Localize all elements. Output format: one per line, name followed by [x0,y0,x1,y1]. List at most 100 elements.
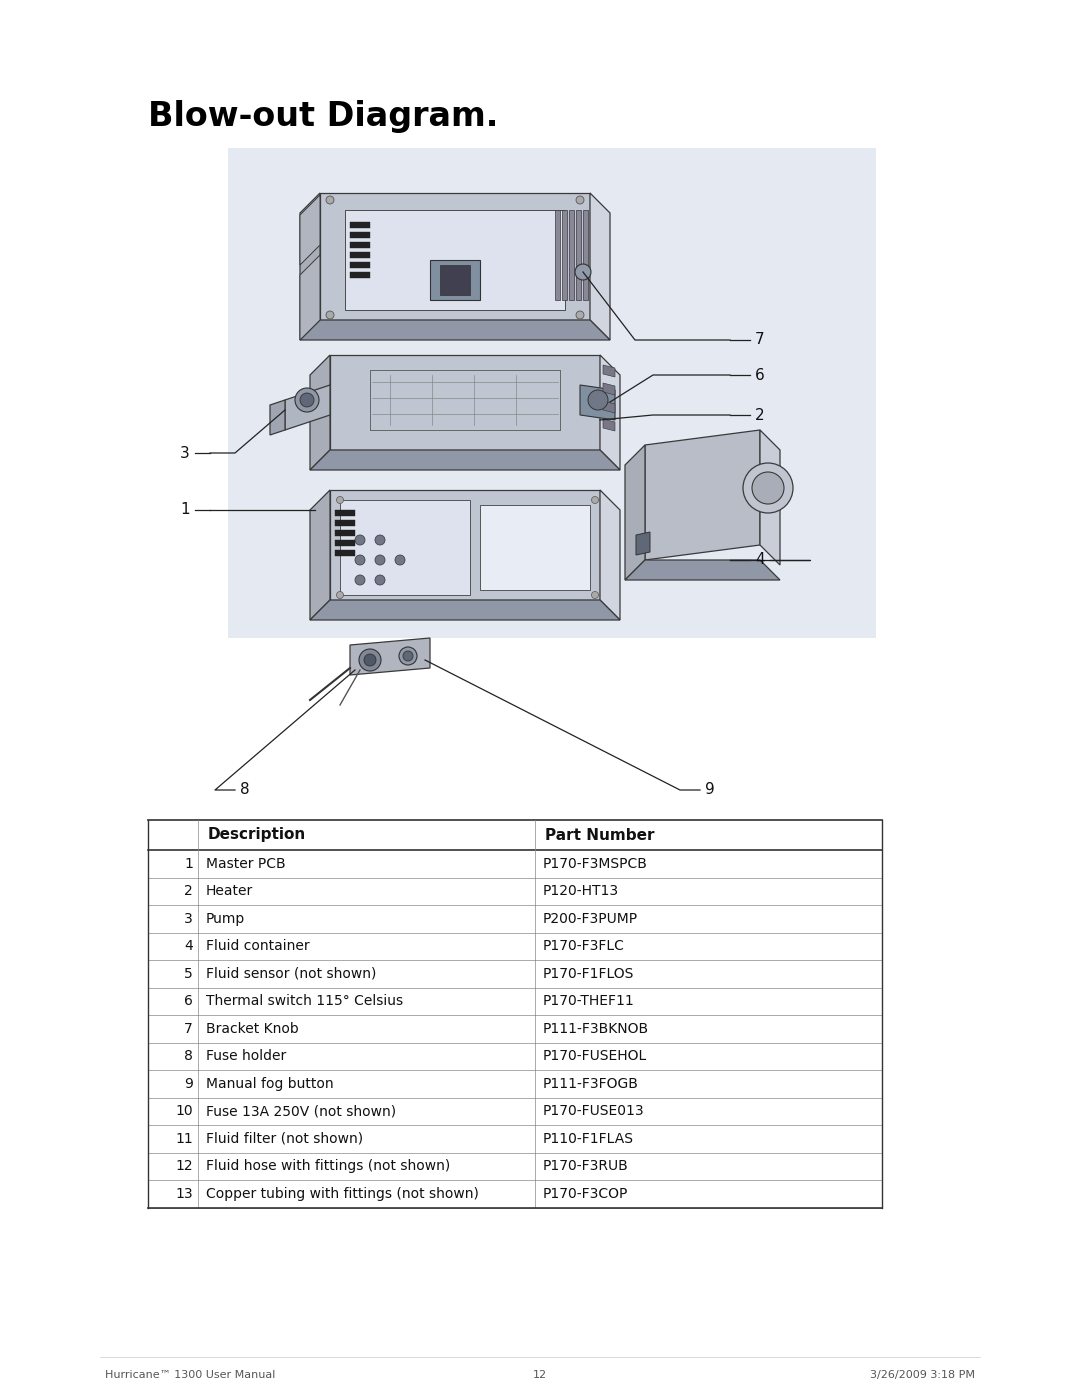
Circle shape [375,535,384,545]
Circle shape [743,462,793,513]
Text: Fuse holder: Fuse holder [206,1049,286,1063]
Text: P111-F3BKNOB: P111-F3BKNOB [543,1021,649,1035]
Text: Pump: Pump [206,912,245,926]
Circle shape [576,196,584,204]
Polygon shape [430,260,480,300]
Text: P170-F1FLOS: P170-F1FLOS [543,967,634,981]
Polygon shape [440,265,470,295]
Polygon shape [310,490,330,620]
Polygon shape [345,210,565,310]
Text: 1: 1 [184,856,193,870]
Text: Thermal switch 115° Celsius: Thermal switch 115° Celsius [206,995,403,1009]
Polygon shape [330,490,600,599]
Text: 9: 9 [705,782,715,798]
Text: 3: 3 [185,912,193,926]
Text: Heater: Heater [206,884,253,898]
Circle shape [355,535,365,545]
Text: 4: 4 [185,939,193,953]
Circle shape [592,591,598,598]
Text: P110-F1FLAS: P110-F1FLAS [543,1132,634,1146]
Text: 3: 3 [180,446,190,461]
Text: 9: 9 [184,1077,193,1091]
Polygon shape [300,320,610,339]
Text: 8: 8 [184,1049,193,1063]
Polygon shape [310,450,620,469]
Text: Fluid filter (not shown): Fluid filter (not shown) [206,1132,363,1146]
Circle shape [326,196,334,204]
Polygon shape [555,210,561,300]
Circle shape [355,576,365,585]
Polygon shape [603,365,615,377]
Polygon shape [335,550,355,556]
Polygon shape [350,242,370,249]
Polygon shape [760,430,780,564]
Polygon shape [335,510,355,515]
Text: Hurricane™ 1300 User Manual: Hurricane™ 1300 User Manual [105,1370,275,1380]
Polygon shape [335,541,355,546]
Polygon shape [645,430,760,560]
Polygon shape [569,210,573,300]
Text: 6: 6 [755,367,765,383]
Circle shape [576,312,584,319]
Text: P170-THEF11: P170-THEF11 [543,995,635,1009]
Circle shape [300,393,314,407]
Circle shape [395,555,405,564]
Circle shape [295,388,319,412]
Text: 6: 6 [184,995,193,1009]
Polygon shape [300,193,320,339]
Text: 7: 7 [755,332,765,348]
Text: Bracket Knob: Bracket Knob [206,1021,299,1035]
Text: P170-F3MSPCB: P170-F3MSPCB [543,856,648,870]
Text: 7: 7 [185,1021,193,1035]
Text: Fuse 13A 250V (not shown): Fuse 13A 250V (not shown) [206,1104,396,1118]
Text: P170-F3COP: P170-F3COP [543,1186,629,1201]
Text: Part Number: Part Number [545,827,654,842]
Polygon shape [603,401,615,414]
Text: 3/26/2009 3:18 PM: 3/26/2009 3:18 PM [870,1370,975,1380]
Polygon shape [335,520,355,527]
Polygon shape [285,386,330,430]
Circle shape [326,312,334,319]
Text: P120-HT13: P120-HT13 [543,884,619,898]
Polygon shape [576,210,581,300]
Text: Description: Description [208,827,307,842]
Polygon shape [350,638,430,675]
Circle shape [337,496,343,503]
Text: 5: 5 [185,967,193,981]
Text: Fluid sensor (not shown): Fluid sensor (not shown) [206,967,376,981]
Text: 12: 12 [175,1160,193,1173]
Polygon shape [625,446,645,580]
Circle shape [752,472,784,504]
Polygon shape [320,193,590,320]
Polygon shape [590,193,610,339]
Bar [228,148,876,638]
Text: 10: 10 [175,1104,193,1118]
Circle shape [375,555,384,564]
Text: 13: 13 [175,1186,193,1201]
Text: Copper tubing with fittings (not shown): Copper tubing with fittings (not shown) [206,1186,478,1201]
Polygon shape [340,500,470,595]
Polygon shape [562,210,567,300]
Text: P170-F3FLC: P170-F3FLC [543,939,625,953]
Text: P111-F3FOGB: P111-F3FOGB [543,1077,639,1091]
Polygon shape [603,383,615,395]
Text: Fluid container: Fluid container [206,939,310,953]
Text: 12: 12 [532,1370,548,1380]
Text: Manual fog button: Manual fog button [206,1077,334,1091]
Polygon shape [600,355,620,469]
Polygon shape [600,490,620,620]
Polygon shape [603,419,615,432]
Polygon shape [310,599,620,620]
Circle shape [588,390,608,409]
Text: 2: 2 [185,884,193,898]
Circle shape [575,264,591,279]
Text: Fluid hose with fittings (not shown): Fluid hose with fittings (not shown) [206,1160,450,1173]
Circle shape [399,647,417,665]
Text: P200-F3PUMP: P200-F3PUMP [543,912,638,926]
Polygon shape [625,560,780,580]
Polygon shape [270,400,285,434]
Polygon shape [350,263,370,268]
Text: 8: 8 [240,782,249,798]
Circle shape [364,654,376,666]
Polygon shape [350,251,370,258]
